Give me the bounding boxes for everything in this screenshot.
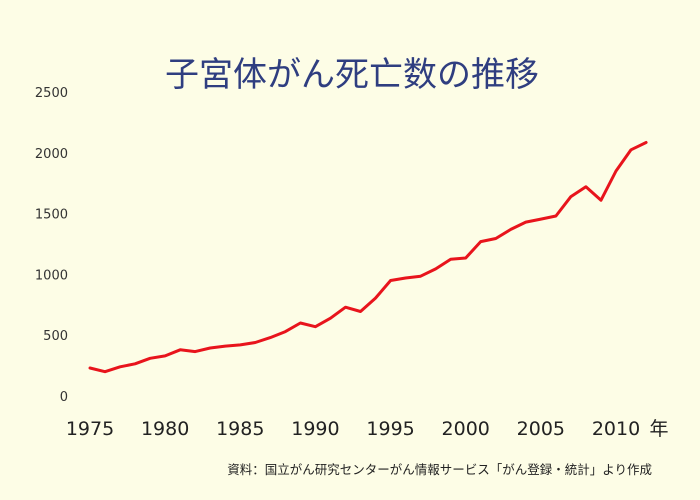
y-tick-label: 500 <box>43 329 68 344</box>
chart-title: 子宮体がん死亡数の推移 <box>165 55 539 95</box>
x-axis: 1975 1980 1985 1990 1995 2000 2005 2010 <box>66 418 640 440</box>
x-tick-label: 1985 <box>216 418 264 440</box>
x-tick-label: 1980 <box>141 418 189 440</box>
x-tick-label: 1975 <box>66 418 114 440</box>
y-tick-label: 2500 <box>35 86 68 101</box>
y-tick-label: 1500 <box>35 208 68 223</box>
y-tick-label: 1000 <box>35 268 68 283</box>
source-note: 資料：国立がん研究センターがん情報サービス「がん登録・統計」より作成 <box>227 462 652 477</box>
y-axis: 0 500 1000 1500 2000 2500 <box>35 86 68 405</box>
series-line <box>88 141 648 374</box>
y-tick-label: 0 <box>60 390 68 405</box>
x-axis-unit: 年 <box>649 418 668 440</box>
x-tick-label: 2010 <box>592 418 640 440</box>
x-tick-label: 1995 <box>366 418 414 440</box>
x-tick-label: 2005 <box>517 418 565 440</box>
y-tick-label: 2000 <box>35 147 68 162</box>
x-tick-label: 1990 <box>291 418 339 440</box>
x-tick-label: 2000 <box>442 418 490 440</box>
